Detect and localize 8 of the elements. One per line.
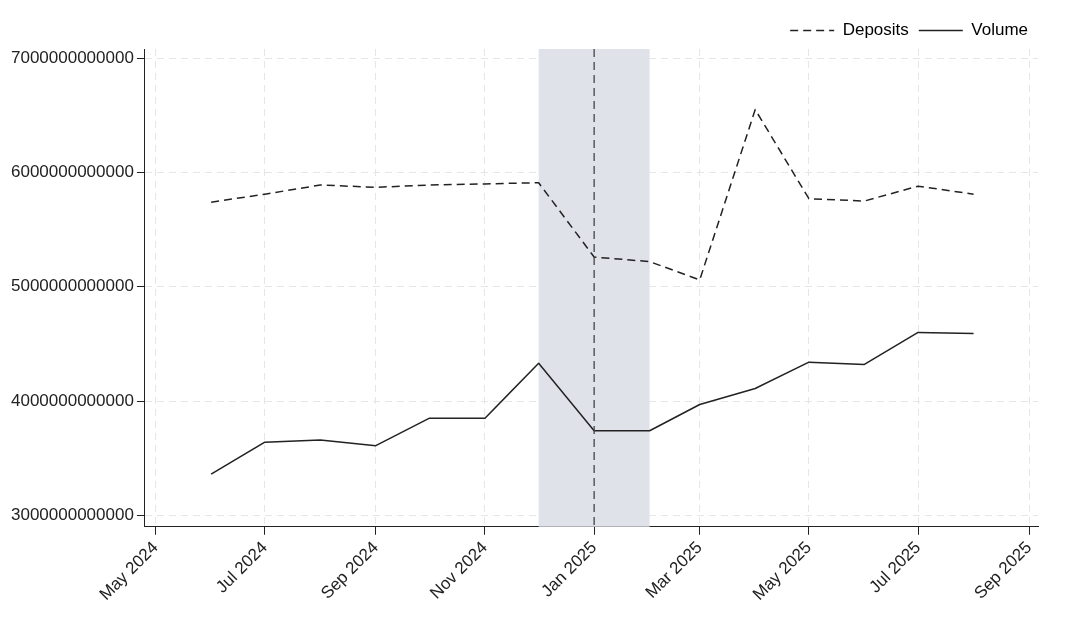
y-tick-label: 3000000000000 (10, 505, 134, 525)
y-tick-label: 4000000000000 (10, 390, 134, 410)
y-tick-label: 7000000000000 (10, 47, 134, 67)
legend-label: Deposits (842, 20, 909, 40)
y-tick-label: 6000000000000 (10, 162, 134, 182)
y-tick-label: 5000000000000 (10, 276, 134, 296)
line-series (210, 108, 975, 281)
legend-label: Volume (971, 20, 1028, 40)
